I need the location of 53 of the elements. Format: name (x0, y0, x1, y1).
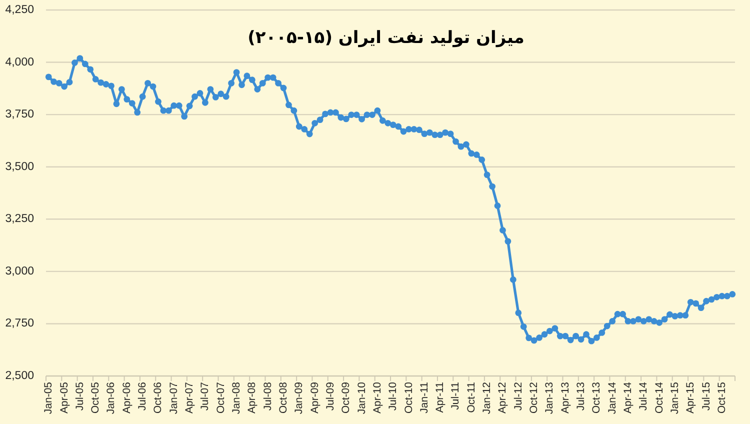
y-tick-label: 4,000 (5, 56, 34, 68)
x-tick-label: Apr-12 (496, 382, 509, 414)
x-tick-label: Oct-11 (465, 382, 478, 413)
x-tick-label: Jul-09 (324, 382, 336, 411)
x-tick-label: Oct-13 (590, 382, 603, 414)
x-tick-label: Jan-06 (105, 382, 118, 414)
x-tick-label: Oct-12 (528, 382, 540, 414)
x-tick-label: Oct-08 (277, 382, 290, 414)
x-tick-label: Oct-05 (90, 382, 102, 414)
x-tick-label: Apr-14 (622, 382, 634, 414)
y-tick-label: 3,500 (5, 160, 34, 173)
x-tick-label: Jul-10 (387, 382, 400, 411)
x-tick-label: Apr-13 (559, 382, 572, 414)
y-tick-label: 4,250 (5, 4, 34, 16)
x-tick-label: Jul-05 (74, 382, 86, 411)
x-tick-label: Jul-06 (136, 382, 149, 411)
x-tick-label: Jul-13 (575, 382, 588, 411)
x-tick-label: Oct-09 (340, 382, 352, 414)
x-tick-label: Oct-06 (152, 382, 164, 414)
x-tick-label: Apr-11 (434, 382, 446, 413)
x-tick-label: Oct-07 (214, 382, 227, 414)
x-tick-label: Apr-15 (684, 382, 697, 414)
x-tick-label: Apr-07 (184, 382, 196, 414)
y-tick-label: 2,500 (5, 370, 34, 382)
y-tick-label: 3,000 (5, 265, 34, 278)
x-tick-label: Oct-10 (402, 382, 415, 414)
x-tick-label: Jan-12 (481, 382, 494, 414)
x-tick-label: Oct-14 (653, 382, 666, 414)
x-tick-label: Jan-07 (168, 382, 180, 414)
y-tick-label: 3,250 (5, 213, 34, 226)
x-tick-label: Jul-07 (199, 382, 212, 411)
x-tick-label: Jan-14 (606, 382, 618, 414)
x-tick-label: Jan-08 (230, 382, 243, 414)
x-tick-label: Jan-10 (356, 382, 368, 414)
y-tick-label: 2,750 (5, 318, 34, 330)
x-tick-label: Jan-15 (668, 382, 681, 414)
x-tick-label: Apr-05 (58, 382, 70, 414)
x-tick-label: Jul-15 (700, 382, 712, 411)
x-tick-label: Apr-10 (371, 382, 384, 414)
x-tick-label: Jan-13 (544, 382, 556, 414)
x-tick-label: Apr-08 (246, 382, 258, 414)
x-tick-label: Jan-09 (293, 382, 306, 414)
x-tick-label: Jul-11 (450, 382, 462, 410)
x-tick-label: Jul-08 (262, 382, 274, 411)
x-tick-label: Jan-05 (42, 382, 55, 414)
x-tick-label: Apr-09 (308, 382, 321, 414)
text: میزان تولید نفت ایران (۱۵-۲۰۰۵) (248, 28, 524, 48)
x-tick-label: Oct-15 (716, 382, 728, 414)
x-tick-label: Jul-12 (512, 382, 524, 411)
x-tick-label: Jul-14 (638, 382, 650, 411)
x-tick-label: Jan-11 (418, 382, 430, 414)
x-tick-label: Apr-06 (120, 382, 133, 414)
y-tick-label: 3,750 (5, 108, 34, 121)
